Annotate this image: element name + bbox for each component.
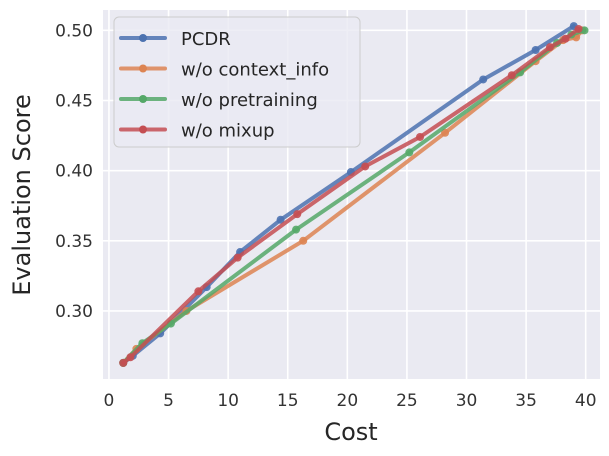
legend-item-w-o-context-info: w/o context_info [119,60,329,81]
data-point-pcdr [276,215,285,224]
y-axis-title: Evaluation Score [8,94,36,295]
legend-marker-w-o-context-info [139,64,147,73]
legend: PCDR w/o context_info w/o pretraining w/o m… [113,16,361,148]
data-point-w-o-mixup [561,34,570,43]
data-point-w-o-mixup [126,353,135,362]
data-point-pcdr [531,45,540,54]
data-point-w-o-pretraining [405,148,414,157]
y-tick-label: 0.30 [55,302,93,322]
data-point-w-o-mixup [361,162,370,171]
x-tick-labels: 0 5 10 15 20 25 30 35 40 [104,391,597,411]
series-w-o-mixup [119,24,583,367]
x-tick-label: 5 [163,391,174,411]
x-tick-label: 35 [515,391,537,411]
legend-label-w-o-mixup: w/o mixup [181,121,275,142]
data-point-pcdr [479,75,488,84]
series-line-pcdr [121,24,576,365]
data-point-w-o-mixup [574,24,583,33]
data-point-w-o-context-info [441,128,450,137]
data-point-w-o-mixup [233,253,242,262]
legend-item-pcdr: PCDR [119,29,231,50]
x-tick-label: 10 [217,391,239,411]
data-point-w-o-pretraining [292,225,301,234]
x-tick-label: 25 [396,391,418,411]
data-point-w-o-mixup [507,71,516,80]
legend-marker-w-o-pretraining [139,95,147,103]
legend-marker-pcdr [139,34,147,42]
data-point-w-o-context-info [299,236,308,245]
data-point-w-o-mixup [293,210,302,219]
x-tick-label: 0 [104,391,115,411]
data-point-w-o-pretraining [580,26,589,35]
data-point-w-o-mixup [545,43,554,52]
x-tick-label: 30 [456,391,478,411]
x-tick-label: 15 [277,391,299,411]
y-tick-label: 0.40 [55,162,93,182]
series-layer [119,22,589,367]
legend-box [113,16,361,148]
y-tick-labels: 0.30 0.35 0.40 0.45 0.50 [55,21,93,322]
x-tick-label: 20 [337,391,359,411]
legend-item-w-o-mixup: w/o mixup [119,121,275,142]
x-tick-label: 40 [575,391,597,411]
y-tick-label: 0.50 [55,21,93,41]
data-point-w-o-mixup [194,287,203,296]
data-point-w-o-mixup [416,132,425,141]
y-tick-label: 0.45 [55,91,93,111]
legend-item-w-o-pretraining: w/o pretraining [119,90,318,111]
legend-marker-w-o-mixup [139,125,147,134]
legend-label-w-o-pretraining: w/o pretraining [181,90,318,111]
data-point-w-o-mixup [119,358,128,367]
y-tick-label: 0.35 [55,232,93,252]
x-axis-title: Cost [324,418,377,446]
legend-label-pcdr: PCDR [181,29,231,50]
legend-label-w-o-context-info: w/o context_info [181,60,329,81]
